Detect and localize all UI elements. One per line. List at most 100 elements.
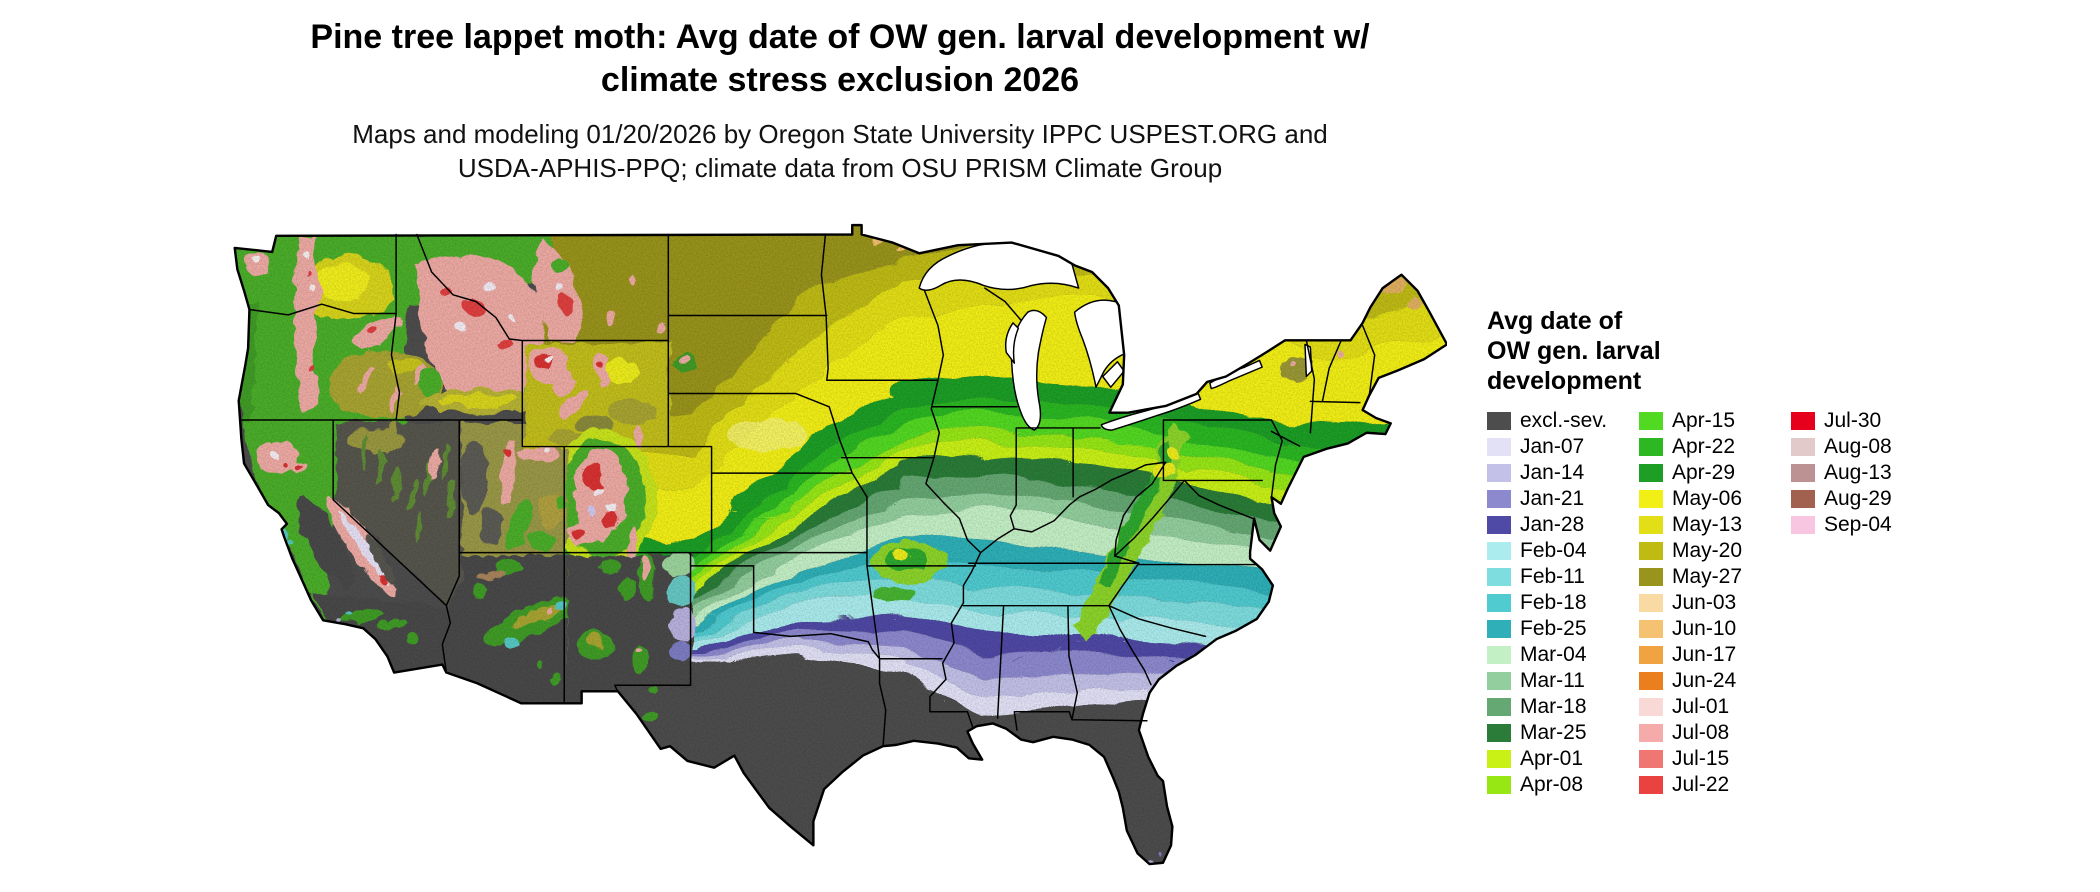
legend-swatch <box>1487 594 1511 612</box>
green-bay <box>1004 322 1020 364</box>
legend-swatch <box>1487 750 1511 768</box>
legend-item: Apr-22 <box>1639 434 1791 460</box>
legend-swatch <box>1487 412 1511 430</box>
legend-swatch <box>1487 542 1511 560</box>
legend-swatch <box>1639 698 1663 716</box>
legend-swatch <box>1791 516 1815 534</box>
legend-swatch <box>1791 438 1815 456</box>
legend-item: Apr-01 <box>1487 746 1639 772</box>
legend-item: May-13 <box>1639 512 1791 538</box>
header: Pine tree lappet moth: Avg date of OW ge… <box>60 16 1620 185</box>
map-legend: Avg date of OW gen. larval development e… <box>1487 306 1927 798</box>
legend-swatch <box>1487 620 1511 638</box>
legend-title: Avg date of OW gen. larval development <box>1487 306 1927 396</box>
legend-item: Jun-24 <box>1639 668 1791 694</box>
legend-label: Apr-22 <box>1672 435 1736 458</box>
legend-swatch <box>1487 464 1511 482</box>
lake-superior <box>918 241 1080 291</box>
legend-title-line-1: Avg date of <box>1487 307 1623 335</box>
legend-item: Feb-18 <box>1487 590 1639 616</box>
legend-label: Apr-01 <box>1520 747 1584 770</box>
legend-item: Jul-01 <box>1639 694 1791 720</box>
legend-item: Jul-15 <box>1639 746 1791 772</box>
legend-item: Mar-04 <box>1487 642 1639 668</box>
legend-swatch <box>1487 672 1511 690</box>
title-line-2: climate stress exclusion 2026 <box>600 61 1080 99</box>
legend-swatch <box>1639 620 1663 638</box>
legend-swatch <box>1639 646 1663 664</box>
legend-swatch <box>1487 516 1511 534</box>
map-figure <box>228 221 1447 891</box>
legend-label: Mar-18 <box>1520 695 1587 718</box>
legend-column-1: excl.-sev. Jan-07 Jan-14 Jan-21 Jan-28 Feb-04… <box>1487 408 1639 798</box>
legend-label: Apr-15 <box>1672 409 1736 432</box>
legend-label: Apr-08 <box>1520 773 1584 796</box>
legend-swatch <box>1639 672 1663 690</box>
lake-champlain <box>1304 343 1313 378</box>
legend-label: Jun-24 <box>1672 669 1737 692</box>
legend-swatch <box>1639 438 1663 456</box>
legend-label: Jan-21 <box>1520 487 1585 510</box>
legend-swatch <box>1639 490 1663 508</box>
legend-item: Jan-14 <box>1487 460 1639 486</box>
legend-item: Jun-17 <box>1639 642 1791 668</box>
legend-item: Aug-08 <box>1791 434 1943 460</box>
legend-swatch <box>1639 412 1663 430</box>
legend-label: Aug-08 <box>1824 435 1892 458</box>
legend-label: Mar-25 <box>1520 721 1587 744</box>
legend-item: Apr-08 <box>1487 772 1639 798</box>
legend-item: Jun-10 <box>1639 616 1791 642</box>
page-subtitle: Maps and modeling 01/20/2026 by Oregon S… <box>60 117 1620 185</box>
legend-label: Jan-07 <box>1520 435 1585 458</box>
state-borders <box>239 233 1376 747</box>
legend-item: Jan-07 <box>1487 434 1639 460</box>
legend-label: Feb-25 <box>1520 617 1587 640</box>
legend-label: Jan-14 <box>1520 461 1585 484</box>
legend-item: Feb-04 <box>1487 538 1639 564</box>
legend-label: May-13 <box>1672 513 1743 536</box>
legend-item: Feb-11 <box>1487 564 1639 590</box>
legend-label: May-06 <box>1672 487 1743 510</box>
map-grain-texture <box>234 225 1447 865</box>
subtitle-line-2: USDA-APHIS-PPQ; climate data from OSU PR… <box>457 153 1223 183</box>
legend-label: Aug-29 <box>1824 487 1892 510</box>
legend-label: Apr-29 <box>1672 461 1736 484</box>
legend-label: Feb-11 <box>1520 565 1585 588</box>
legend-swatch <box>1639 464 1663 482</box>
legend-swatch <box>1639 594 1663 612</box>
lake-michigan <box>1010 309 1048 431</box>
legend-swatch <box>1639 724 1663 742</box>
legend-label: Aug-13 <box>1824 461 1892 484</box>
legend-item: excl.-sev. <box>1487 408 1639 434</box>
legend-column-2: Apr-15 Apr-22 Apr-29 May-06 May-13 May-20 May-… <box>1639 408 1791 798</box>
legend-label: Jul-30 <box>1824 409 1882 432</box>
legend-label: Jun-17 <box>1672 643 1737 666</box>
legend-label: Feb-18 <box>1520 591 1587 614</box>
legend-swatch <box>1487 646 1511 664</box>
legend-label: Jan-28 <box>1520 513 1585 536</box>
legend-item: Jun-03 <box>1639 590 1791 616</box>
us-outline <box>233 223 1447 866</box>
legend-swatch <box>1791 412 1815 430</box>
legend-label: Jul-08 <box>1672 721 1730 744</box>
legend-swatch <box>1487 776 1511 794</box>
legend-swatch <box>1791 490 1815 508</box>
legend-label: May-20 <box>1672 539 1743 562</box>
legend-label: Feb-04 <box>1520 539 1587 562</box>
legend-label: Jul-15 <box>1672 747 1730 770</box>
legend-columns: excl.-sev. Jan-07 Jan-14 Jan-21 Jan-28 Feb-04… <box>1487 408 1927 798</box>
legend-swatch <box>1487 438 1511 456</box>
legend-item: Mar-25 <box>1487 720 1639 746</box>
legend-item: Jul-30 <box>1791 408 1943 434</box>
legend-item: Jul-22 <box>1639 772 1791 798</box>
legend-label: Mar-11 <box>1520 669 1585 692</box>
legend-label: Mar-04 <box>1520 643 1587 666</box>
legend-title-line-2: OW gen. larval <box>1487 337 1661 365</box>
legend-item: May-06 <box>1639 486 1791 512</box>
page-title: Pine tree lappet moth: Avg date of OW ge… <box>60 16 1620 102</box>
legend-item: Feb-25 <box>1487 616 1639 642</box>
legend-item: May-20 <box>1639 538 1791 564</box>
legend-item: Apr-29 <box>1639 460 1791 486</box>
legend-item: May-27 <box>1639 564 1791 590</box>
